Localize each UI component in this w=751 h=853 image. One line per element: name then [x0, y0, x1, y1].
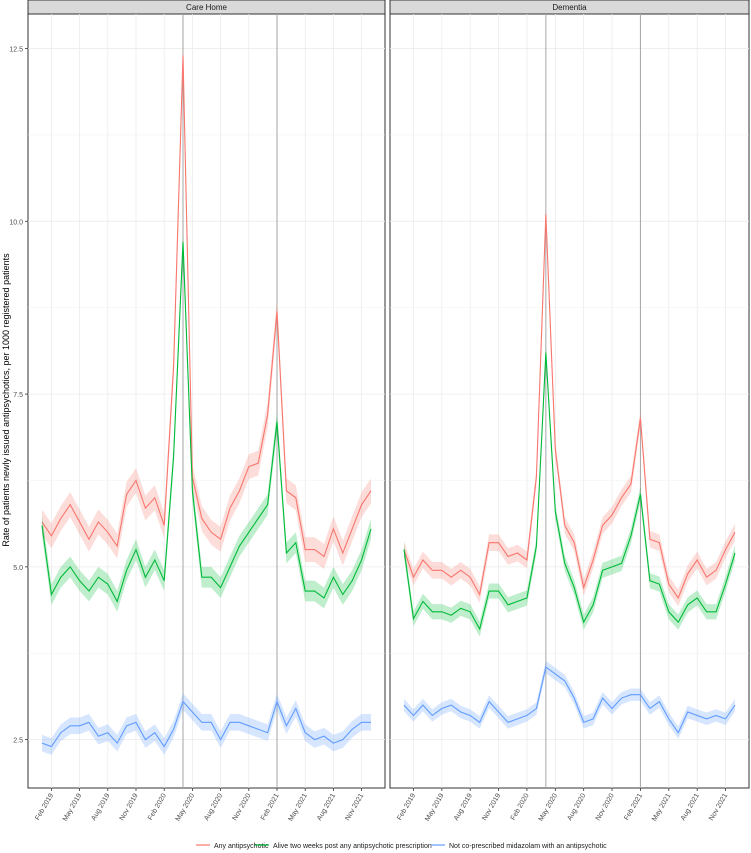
x-tick-label: Feb 2019 — [396, 792, 417, 821]
x-tick-label: Nov 2019 — [481, 792, 502, 822]
x-tick-label: Aug 2020 — [566, 792, 587, 822]
panel-care-home: Care Home 2.5 5.0 7.5 10.0 12.5 Feb 2019 May 20… — [9, 0, 386, 823]
x-tick-label: Feb 2019 — [34, 792, 55, 821]
confidence-band — [42, 43, 371, 569]
panel-background — [389, 13, 750, 789]
y-tick-label: 5.0 — [13, 565, 23, 572]
x-tick-label: Aug 2019 — [90, 792, 111, 822]
x-tick-label: Feb 2020 — [510, 792, 531, 821]
y-tick-label: 7.5 — [13, 392, 23, 399]
legend: Any antipsychotic Alive two weeks post an… — [196, 843, 607, 850]
x-tick-label: May 2020 — [175, 792, 196, 822]
x-tick-label: Nov 2021 — [708, 792, 729, 822]
y-tick-label: 12.5 — [9, 47, 23, 54]
x-tick-label: Feb 2021 — [623, 792, 644, 821]
legend-label: Alive two weeks post any antipsychotic p… — [273, 843, 432, 850]
series-line — [41, 242, 372, 603]
confidence-band — [404, 206, 735, 607]
series-line — [41, 699, 371, 748]
confidence-band — [404, 345, 735, 637]
y-axis-label: Rate of patients newly issued antipsycho… — [1, 253, 11, 547]
legend-label: Not co-prescribed midazolam with an anti… — [449, 843, 607, 850]
series-line — [403, 666, 736, 734]
x-tick-label: Nov 2020 — [595, 792, 616, 822]
x-tick-label: May 2019 — [424, 792, 445, 822]
series-line — [403, 352, 736, 631]
series-line — [41, 55, 372, 558]
y-tick-label: 10.0 — [9, 219, 23, 226]
series-line — [403, 214, 736, 600]
x-tick-label: Nov 2019 — [119, 792, 140, 822]
facet-title: Dementia — [552, 3, 587, 12]
x-tick-label: May 2019 — [62, 792, 83, 822]
facet-title: Care Home — [186, 3, 227, 12]
x-tick-label: Aug 2020 — [203, 792, 224, 822]
x-tick-label: Feb 2020 — [147, 792, 168, 821]
x-tick-label: Aug 2021 — [316, 792, 337, 822]
x-tick-label: Nov 2021 — [344, 792, 365, 822]
x-tick-label: May 2020 — [538, 792, 559, 822]
panel-dementia: Dementia Feb 2019 May 2019 Aug 2019 Nov 2019… — [389, 0, 750, 823]
x-tick-label: May 2021 — [287, 792, 308, 822]
x-tick-label: Feb 2021 — [260, 792, 281, 821]
panel-background — [27, 13, 386, 789]
x-tick-label: May 2021 — [651, 792, 672, 822]
y-tick-label: 2.5 — [13, 738, 23, 745]
x-tick-label: Aug 2021 — [680, 792, 701, 822]
legend-label: Any antipsychotic — [214, 843, 269, 850]
x-tick-label: Aug 2019 — [453, 792, 474, 822]
confidence-band — [42, 693, 371, 755]
x-tick-label: Nov 2020 — [231, 792, 252, 822]
